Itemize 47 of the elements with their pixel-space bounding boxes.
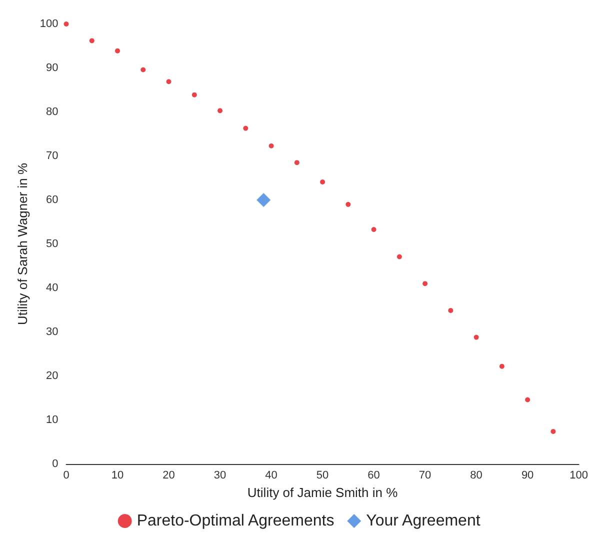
x-tick-label: 100 [570, 470, 588, 482]
point [371, 226, 376, 232]
y-tick-label: 90 [46, 62, 58, 74]
y-tick-label: 0 [52, 458, 58, 470]
point [218, 108, 223, 114]
point [422, 281, 428, 286]
point [89, 38, 94, 44]
y-tick-label: 10 [46, 414, 58, 426]
x-tick-label: 70 [418, 470, 432, 482]
point [192, 92, 197, 98]
legend-label: Your Agreement [366, 512, 481, 530]
point [550, 428, 556, 434]
x-tick-label: 60 [368, 470, 380, 482]
point [474, 334, 479, 340]
point [448, 308, 454, 313]
x-tick-label: 0 [63, 470, 70, 482]
point [499, 364, 504, 369]
y-tick-label: 30 [46, 326, 58, 338]
x-tick-label: 40 [265, 470, 278, 482]
point [268, 143, 274, 148]
point [140, 67, 146, 72]
y-tick-label: 40 [46, 282, 58, 294]
y-tick-label: 70 [46, 150, 58, 162]
x-tick-label: 20 [162, 470, 175, 482]
point [294, 160, 300, 166]
y-tick-label: 20 [46, 370, 58, 382]
y-tick-label: 100 [40, 18, 58, 30]
x-tick-label: 80 [470, 470, 482, 482]
x-axis-title: Utility of Jamie Smith in % [247, 484, 398, 500]
legend-label: Pareto-Optimal Agreements [136, 512, 334, 530]
point [115, 48, 120, 54]
point [64, 22, 69, 26]
x-tick-label: 30 [214, 470, 226, 482]
point [256, 193, 271, 207]
y-tick-label: 50 [46, 238, 58, 250]
point [396, 254, 402, 260]
y-tick-label: 80 [46, 106, 58, 118]
x-tick-label: 90 [521, 470, 534, 482]
point [525, 397, 530, 402]
point [243, 126, 248, 131]
point [320, 179, 326, 184]
y-axis-title: Utility of Sarah Wagner in % [15, 162, 30, 326]
point [166, 79, 172, 84]
y-tick-label: 60 [46, 194, 58, 206]
x-tick-label: 50 [316, 470, 329, 482]
x-tick-label: 10 [111, 470, 124, 482]
point [346, 202, 351, 207]
